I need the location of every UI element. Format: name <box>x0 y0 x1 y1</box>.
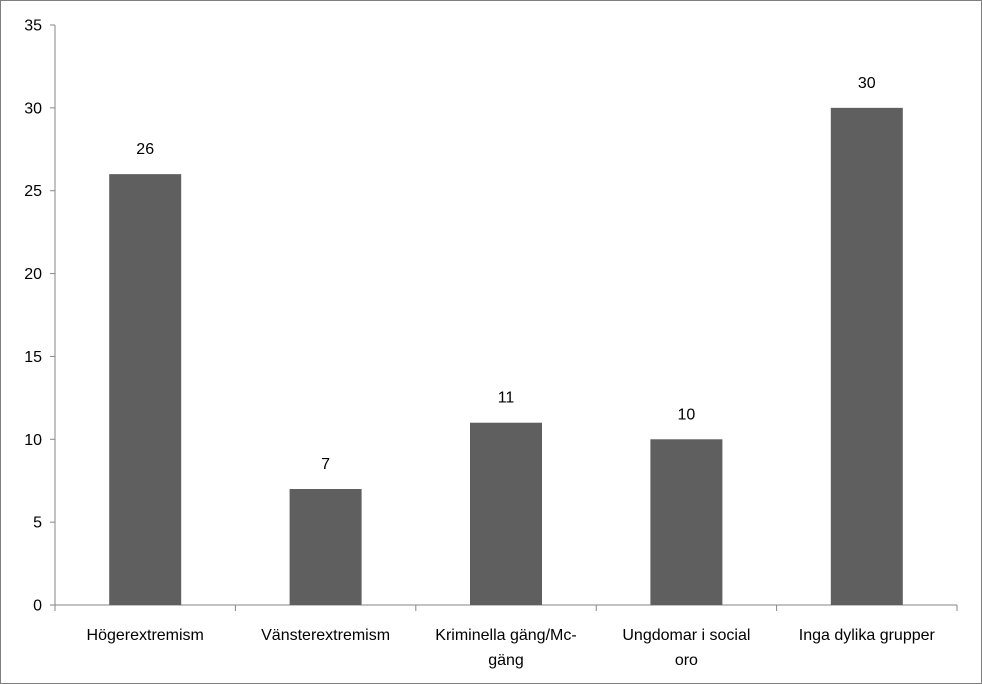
data-label: 30 <box>858 75 876 92</box>
y-tick-label: 15 <box>24 349 42 366</box>
y-tick-label: 20 <box>24 266 42 283</box>
x-category-label: Högerextremism <box>87 627 204 644</box>
y-tick-label: 30 <box>24 100 42 117</box>
data-label: 10 <box>678 406 696 423</box>
y-tick-label: 25 <box>24 183 42 200</box>
x-category-label: gäng <box>488 652 524 669</box>
bar <box>650 439 723 605</box>
y-tick-label: 10 <box>24 432 42 449</box>
y-tick-label: 5 <box>33 515 42 532</box>
x-category-label: Kriminella gäng/Mc- <box>435 627 576 644</box>
x-category-label: Inga dylika grupper <box>799 627 936 644</box>
x-category-label: Vänsterextremism <box>261 627 390 644</box>
bar <box>289 489 362 605</box>
data-label: 7 <box>321 456 330 473</box>
bar <box>470 422 542 605</box>
x-category-label: Ungdomar i social <box>622 627 750 644</box>
y-tick-label: 35 <box>24 18 42 35</box>
x-category-label: oro <box>675 652 698 669</box>
y-tick-label: 0 <box>33 598 42 615</box>
data-label: 11 <box>498 390 515 407</box>
bar <box>830 107 903 605</box>
data-label: 26 <box>136 141 154 158</box>
bar <box>109 174 182 605</box>
